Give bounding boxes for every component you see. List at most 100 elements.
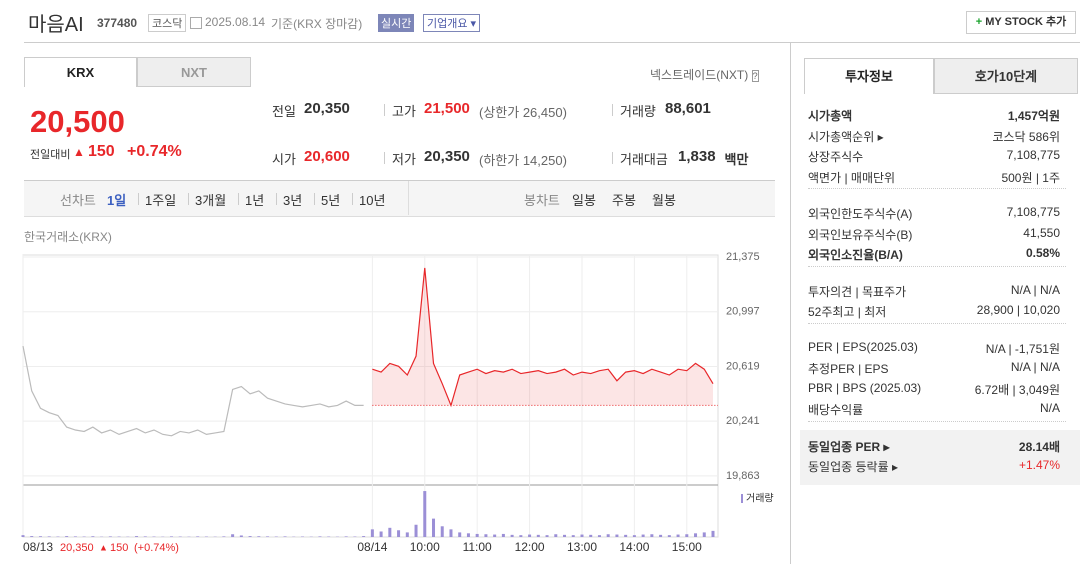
volume-bar — [222, 536, 226, 537]
period-tab[interactable]: 5년 — [321, 193, 341, 208]
invest-label: 52주최고 | 최저 — [808, 305, 887, 319]
group-divider — [808, 265, 1066, 267]
volume-bar — [536, 534, 540, 537]
candle-tab[interactable]: 월봉 — [652, 193, 676, 208]
x-tick-label: 11:00 — [463, 540, 492, 554]
x-tick-label: 15:00 — [672, 540, 702, 554]
invest-label: 동일업종 PER ▸ — [808, 439, 890, 454]
market-badge: 코스닥 — [148, 14, 187, 32]
volume-bar — [370, 529, 374, 537]
info-value: 1,838 — [678, 148, 716, 165]
volume-bar — [554, 534, 558, 537]
invest-label: 외국인보유주식수(B) — [808, 227, 913, 242]
invest-label: 외국인소진율(B/A) — [808, 248, 903, 262]
volume-bar — [606, 534, 610, 537]
period-tab[interactable]: 10년 — [359, 193, 386, 208]
volume-legend-mark — [741, 494, 743, 503]
tab-nxt[interactable]: NXT — [137, 57, 251, 87]
y-tick-label: 20,619 — [726, 360, 760, 372]
volume-bar — [475, 533, 479, 537]
tab-orderbook[interactable]: 호가10단계 — [934, 58, 1078, 94]
tab-krx[interactable]: KRX — [24, 57, 137, 87]
volume-bar — [563, 534, 567, 537]
candle-tab[interactable]: 일봉 — [572, 193, 596, 208]
period-sep — [276, 193, 277, 205]
info-unit: 백만 — [724, 152, 749, 167]
volume-bar — [397, 530, 401, 537]
volume-bar — [344, 536, 348, 537]
volume-bar — [248, 536, 252, 537]
period-sep — [352, 193, 353, 205]
info-divider — [612, 152, 613, 164]
basis: 기준(KRX 장마감) — [271, 17, 363, 31]
shaded-group — [800, 429, 1080, 485]
info-sub: (상한가 26,450) — [479, 105, 567, 120]
current-price: 20,500 — [30, 104, 125, 139]
realtime-badge[interactable]: 실시간 — [378, 14, 415, 32]
volume-bar — [571, 535, 575, 537]
volume-bar — [589, 534, 593, 537]
period-divider — [408, 181, 409, 215]
group-divider — [808, 322, 1066, 324]
tab-invest[interactable]: 투자정보 — [804, 58, 934, 94]
info-label: 거래량 — [620, 104, 656, 119]
nxt-label: 넥스트레이드(NXT) — [650, 68, 749, 82]
invest-label: PBR | BPS (2025.03) — [808, 380, 922, 395]
volume-bar — [196, 536, 200, 537]
volume-legend: 거래량 — [746, 493, 774, 505]
period-tab[interactable]: 3개월 — [195, 193, 227, 208]
volume-bar — [423, 491, 427, 537]
period-tab[interactable]: 1일 — [107, 193, 127, 208]
volume-bar — [21, 535, 25, 537]
mystock-button[interactable]: + MY STOCK 추가 — [966, 11, 1076, 34]
volume-bar — [580, 534, 584, 537]
info-label: 저가 — [392, 152, 416, 167]
volume-bar — [47, 536, 51, 537]
invest-label: 시가총액 — [808, 109, 853, 123]
info-label: 고가 — [392, 104, 416, 119]
period-tab[interactable]: 1년 — [245, 193, 265, 208]
price-line — [22, 345, 364, 437]
nxt-link[interactable]: 넥스트레이드(NXT) ? — [650, 68, 759, 82]
up-arrow: ▲ — [73, 145, 85, 159]
header-divider — [24, 42, 1080, 43]
x-tick-label: 10:00 — [410, 540, 440, 554]
period-tab[interactable]: 3년 — [283, 193, 303, 208]
mystock-label: MY STOCK 추가 — [985, 16, 1067, 28]
invest-label: 동일업종 등락률 ▸ — [808, 460, 898, 474]
volume-bar — [30, 536, 34, 537]
change-value: 150 — [88, 143, 115, 160]
invest-value: 41,550 — [1023, 225, 1060, 240]
stock-name: 마음AI — [28, 14, 84, 36]
volume-bar — [597, 535, 601, 537]
volume-bar — [676, 534, 680, 537]
invest-value: 1,457억원 — [1007, 109, 1060, 123]
volume-bar — [362, 536, 366, 537]
volume-bar — [615, 534, 619, 537]
info-value: 88,601 — [665, 100, 711, 117]
period-sep — [238, 193, 239, 205]
info-value: 21,500 — [424, 100, 470, 117]
invest-value: N/A — [1039, 401, 1060, 415]
period-tab[interactable]: 1주일 — [145, 193, 177, 208]
candle-tab[interactable]: 주봉 — [612, 193, 636, 208]
volume-bar — [650, 534, 654, 537]
period-sep — [314, 193, 315, 205]
info-value: 20,600 — [304, 148, 350, 165]
price-line — [372, 267, 714, 408]
info-label: 전일 — [272, 104, 296, 119]
y-tick-label: 21,375 — [726, 251, 760, 263]
mystock-icon: + — [975, 16, 983, 28]
invest-label: 배당수익률 — [808, 403, 864, 417]
volume-bar — [641, 534, 645, 537]
volume-bar — [711, 530, 715, 537]
volume-bar — [501, 533, 505, 537]
company-button[interactable]: 기업개요 ▾ — [423, 14, 481, 32]
volume-bar — [528, 534, 532, 537]
volume-bar — [685, 534, 689, 537]
invest-value: 0.58% — [1025, 246, 1060, 260]
volume-bar — [432, 518, 436, 537]
volume-bar — [135, 536, 139, 537]
info-divider — [384, 104, 385, 116]
